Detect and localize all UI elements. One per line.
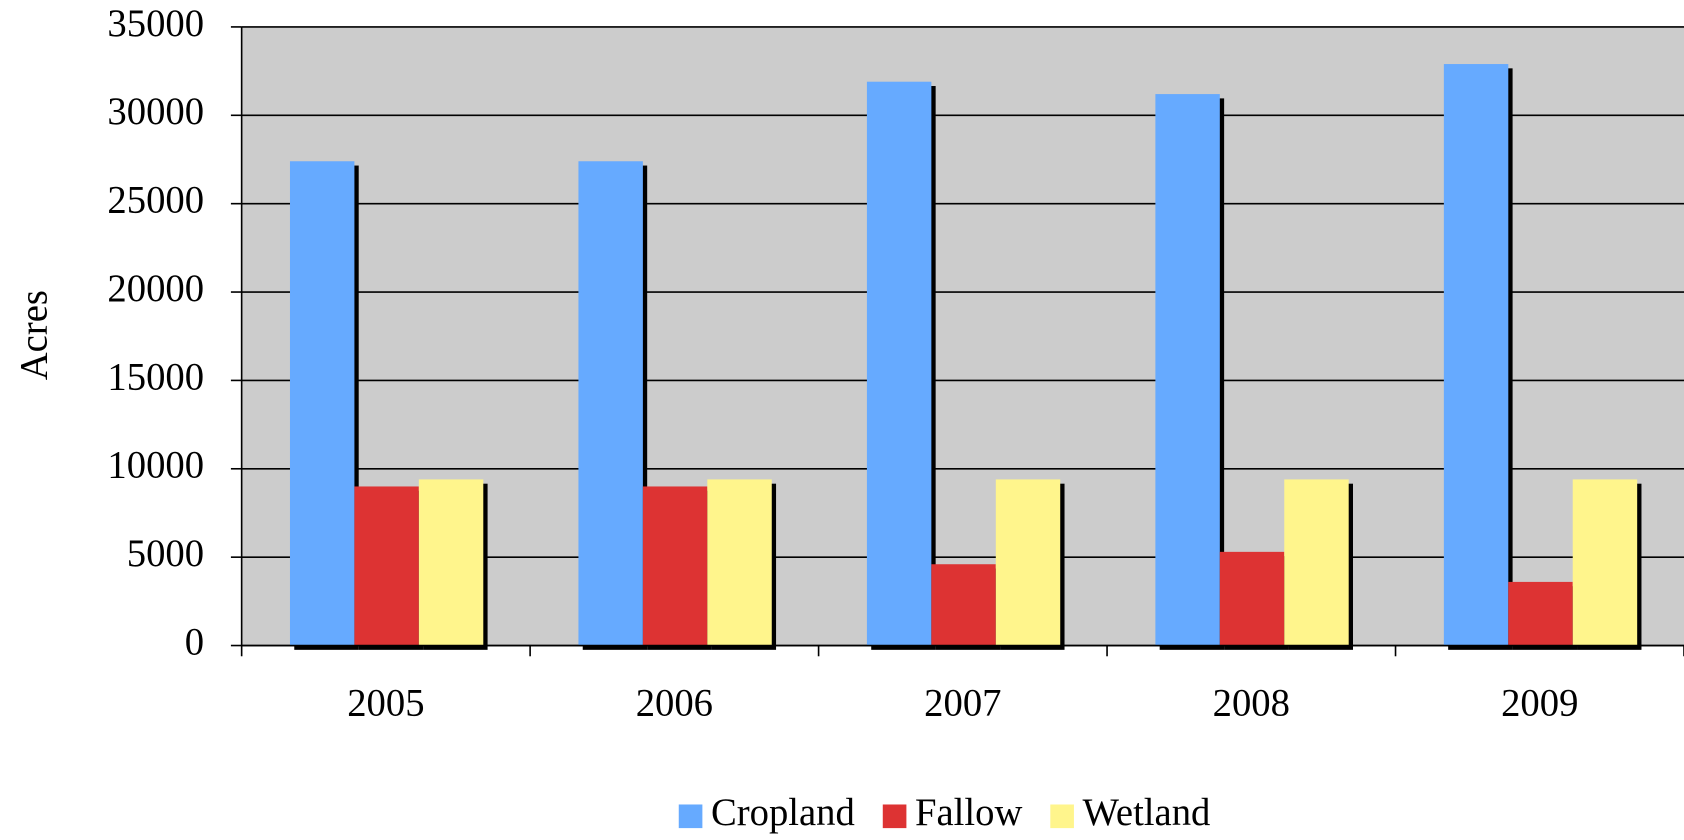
y-tick-label: 0 xyxy=(185,621,204,663)
x-tick-label: 2006 xyxy=(636,683,713,725)
x-tick-label: 2009 xyxy=(1501,683,1578,725)
x-tick-label: 2005 xyxy=(347,683,424,725)
y-tick-label: 20000 xyxy=(107,268,204,310)
y-tick-label: 5000 xyxy=(127,533,204,575)
y-tick-label: 15000 xyxy=(107,356,204,398)
bar xyxy=(866,81,932,646)
legend-swatch xyxy=(678,804,703,829)
y-tick-label: 30000 xyxy=(107,91,204,133)
x-tick-label: 2007 xyxy=(924,683,1001,725)
bar xyxy=(1155,94,1220,646)
bar xyxy=(1508,581,1573,646)
legend-swatch xyxy=(882,804,907,829)
bar xyxy=(995,479,1061,646)
y-tick-label: 10000 xyxy=(107,445,204,487)
bar xyxy=(1443,64,1509,646)
bar xyxy=(1219,551,1285,646)
legend-label: Cropland xyxy=(711,792,855,834)
y-axis-title: Acres xyxy=(13,290,55,380)
legend-label: Wetland xyxy=(1083,792,1211,834)
bar xyxy=(354,486,419,646)
bar xyxy=(418,479,484,646)
bar xyxy=(642,486,708,646)
bar xyxy=(578,161,643,646)
x-tick-label: 2008 xyxy=(1213,683,1290,725)
legend-label: Fallow xyxy=(915,792,1022,834)
y-tick-label: 35000 xyxy=(107,3,204,45)
bar xyxy=(1284,479,1349,646)
bar xyxy=(931,564,996,646)
bar xyxy=(289,161,355,646)
legend-swatch xyxy=(1050,804,1074,829)
bar xyxy=(707,479,772,646)
y-tick-label: 25000 xyxy=(107,180,204,222)
bar xyxy=(1572,479,1638,646)
